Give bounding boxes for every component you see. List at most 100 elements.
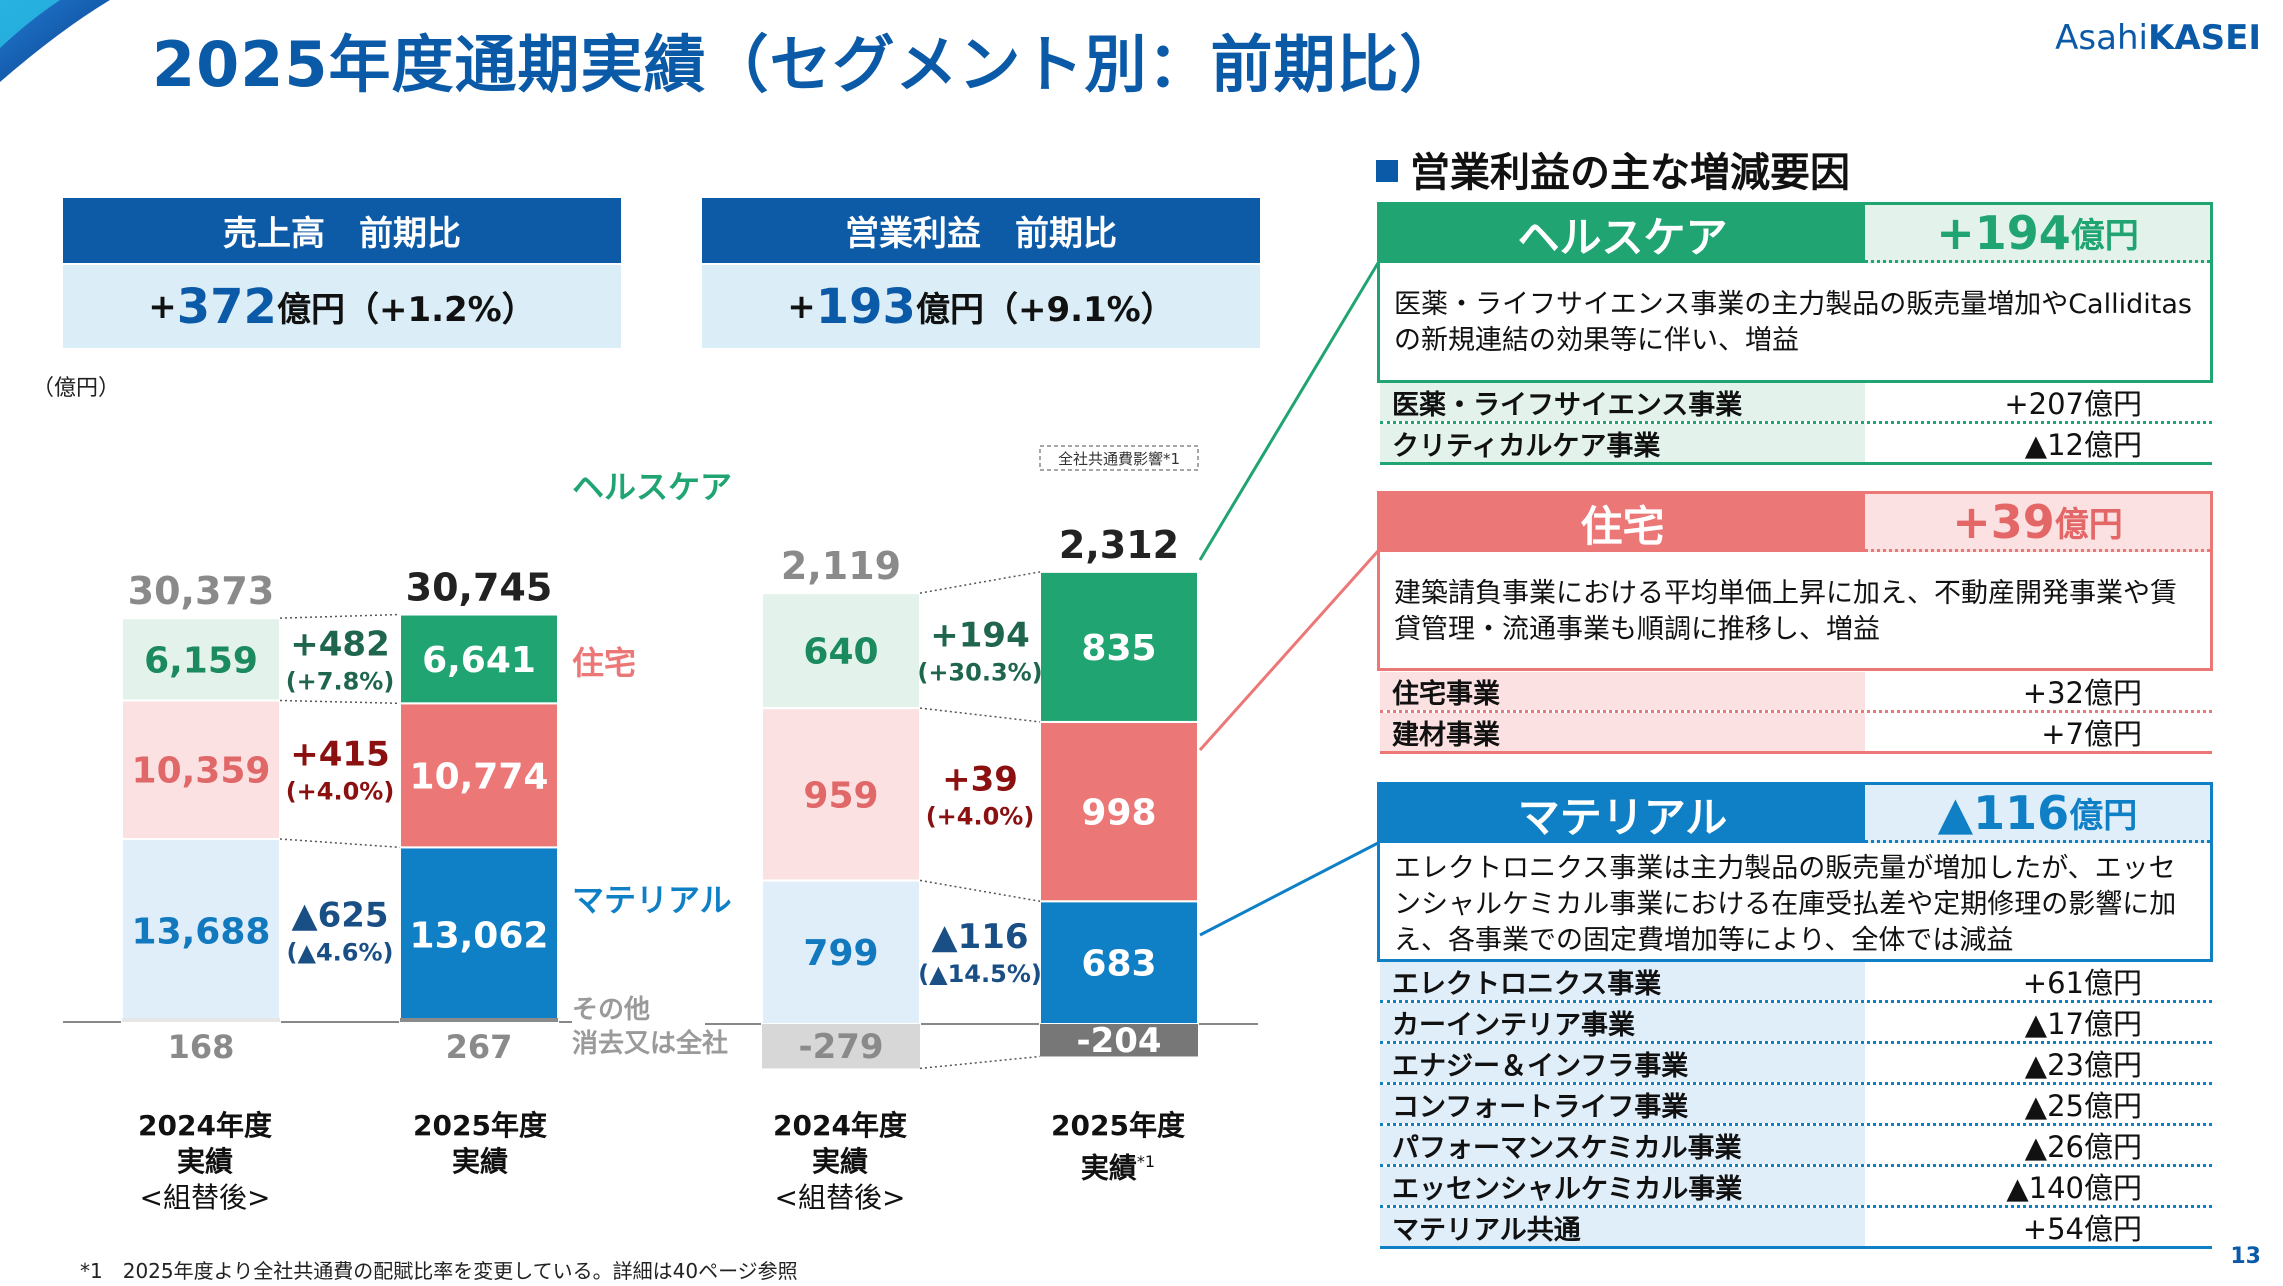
segment-delta-label: ▲116: [931, 917, 1028, 957]
sales-panel-header: 売上高 前期比: [63, 198, 621, 263]
factor-row-name: エッセンシャルケミカル事業: [1380, 1167, 1865, 1205]
factor-row: 住宅事業 +32億円: [1380, 672, 2212, 713]
factor-box-housing: 住宅 +39 億円 建築請負事業における平均単価上昇に加え、不動産開発事業や賃貸管…: [1377, 491, 2213, 671]
bar-value-label: 6,641: [422, 640, 536, 681]
segment-charts: 13,688 10,359 6,159 168 30,373 13,062 10,774 6,…: [63, 445, 1258, 1070]
connector-dotted: [279, 613, 401, 619]
connector-lines: [1198, 262, 1380, 937]
bar-total-label: 30,373: [128, 569, 275, 613]
bar-segment: [761, 592, 921, 710]
x-label-line: 2024年度: [773, 1109, 907, 1142]
bar-value-label-other: 267: [446, 1028, 513, 1066]
x-label-line: 2025年度: [1051, 1109, 1185, 1142]
sales-summary-sign: +: [148, 286, 177, 327]
bar-segment: [121, 699, 281, 840]
factor-row-value: ▲12億円: [2024, 428, 2142, 462]
factor-row-value: ▲26億円: [2024, 1130, 2142, 1164]
bar-value-label: 799: [803, 933, 878, 974]
x-label-line: 実績*1: [1023, 1144, 1213, 1186]
x-label-line: 実績: [176, 1145, 233, 1178]
bar-total-label: 2,119: [781, 544, 901, 588]
bar-value-label: 959: [803, 775, 878, 816]
factor-box-housing-head: 住宅 +39 億円: [1380, 494, 2210, 552]
logo-part2: KASEI: [2147, 18, 2261, 58]
factor-row-value: +207億円: [2004, 387, 2142, 421]
segment-delta-label: +194: [930, 616, 1029, 656]
factor-row-name: 住宅事業: [1380, 672, 1865, 710]
square-bullet-icon: [1376, 160, 1398, 182]
profit-summary: +193 億円（+9.1%）: [702, 265, 1260, 348]
profit-summary-rest: 億円（+9.1%）: [915, 290, 1175, 330]
logo-part1: Asahi: [2055, 18, 2148, 58]
segment-delta-label: +482: [290, 624, 389, 664]
x-label-line: <組替後>: [774, 1181, 906, 1214]
bar-value-label: 6,159: [144, 640, 258, 681]
factor-row: マテリアル共通 +54億円: [1380, 1208, 2212, 1249]
factor-rows-housing: 住宅事業 +32億円 建材事業 +7億円: [1380, 672, 2212, 754]
bar-value-label: 13,062: [410, 916, 549, 957]
connector-dotted: [919, 707, 1041, 723]
connector-dotted: [919, 879, 1041, 903]
segment-delta-label: ▲625: [291, 895, 388, 935]
factor-row-value: +7億円: [2041, 717, 2142, 751]
bar-value-label-other: 168: [168, 1028, 235, 1066]
factors-heading-text: 営業利益の主な増減要因: [1410, 150, 1850, 196]
segment-delta-label: +415: [290, 735, 389, 775]
profit-panel-header: 営業利益 前期比: [702, 198, 1260, 263]
factor-delta-material-value: ▲116: [1937, 785, 2070, 840]
seg-label-housing: 住宅: [572, 644, 637, 682]
factor-row: 建材事業 +7億円: [1380, 713, 2212, 754]
factor-row-value: ▲25億円: [2024, 1089, 2142, 1123]
factor-row-name: エナジー＆インフラ事業: [1380, 1044, 1865, 1082]
footnote: *1 2025年度より全社共通費の配賦比率を変更している。詳細は40ページ参照: [80, 1259, 798, 1283]
factor-rows-health: 医薬・ライフサイエンス事業 +207億円 クリティカルケア事業 ▲12億円: [1380, 383, 2212, 465]
seg-label-material: マテリアル: [572, 881, 732, 919]
bar-segment-other: [400, 1018, 558, 1022]
bar-segment: [399, 613, 559, 705]
bar-value-label: 640: [803, 632, 878, 673]
profit-summary-value: 193: [815, 278, 916, 335]
factor-delta-housing: +39 億円: [1865, 494, 2210, 552]
factor-row-name: 建材事業: [1380, 713, 1865, 751]
x-label-line: 実績: [451, 1145, 508, 1178]
bar-value-label: 835: [1081, 628, 1156, 669]
factor-name-material: マテリアル: [1380, 785, 1865, 843]
factor-row-name: マテリアル共通: [1380, 1208, 1865, 1246]
bar-segment-other: [762, 1024, 920, 1069]
bar-value-label: 10,774: [410, 756, 549, 797]
bar-segment: [399, 846, 559, 1024]
factor-row: 医薬・ライフサイエンス事業 +207億円: [1380, 383, 2212, 424]
bar-segment: [399, 702, 559, 849]
bar-total-label: 30,745: [406, 566, 553, 610]
sales-x-label-2024: 2024年度 実績 <組替後>: [110, 1108, 300, 1216]
bar-value-label-other: -279: [798, 1027, 883, 1067]
connector-dotted: [919, 1055, 1041, 1070]
factor-row-value: ▲140億円: [2006, 1171, 2142, 1205]
bar-value-label: 13,688: [132, 911, 271, 952]
factor-desc-health: 医薬・ライフサイエンス事業の主力製品の販売量増加やCalliditasの新規連結…: [1394, 289, 2192, 356]
factor-row-name: 医薬・ライフサイエンス事業: [1380, 383, 1865, 421]
page-number: 13: [2230, 1244, 2261, 1269]
factor-row-value: ▲17億円: [2024, 1007, 2142, 1041]
bar-value-label: 998: [1081, 793, 1156, 834]
bar-value-label-other: -204: [1076, 1021, 1161, 1061]
bar-segment: [761, 707, 921, 882]
profit-x-label-2024: 2024年度 実績 <組替後>: [745, 1108, 935, 1216]
factor-delta-housing-value: +39: [1952, 494, 2055, 549]
bar-segment: [121, 617, 281, 702]
seg-label-health: ヘルスケア: [572, 468, 733, 506]
factor-row: コンフォートライフ事業 ▲25億円: [1380, 1085, 2212, 1126]
factor-delta-health: +194 億円: [1865, 205, 2210, 263]
sales-summary-value: 372: [176, 278, 277, 335]
connector-housing: [1198, 549, 1380, 752]
factor-delta-housing-unit: 億円: [2054, 505, 2123, 545]
bar-segment: [1039, 570, 1199, 723]
segment-delta-pct-label: (+4.0%): [286, 778, 395, 806]
x-label-sup: *1: [1136, 1152, 1156, 1171]
bar-segment-other: [1040, 1024, 1198, 1057]
factor-row-name: コンフォートライフ事業: [1380, 1085, 1865, 1123]
bar-total-label: 2,312: [1059, 523, 1179, 567]
bar-segment-other: [122, 1018, 280, 1022]
asahi-kasei-logo: AsahiKASEI: [2055, 18, 2261, 58]
corner-decoration: [0, 0, 110, 82]
